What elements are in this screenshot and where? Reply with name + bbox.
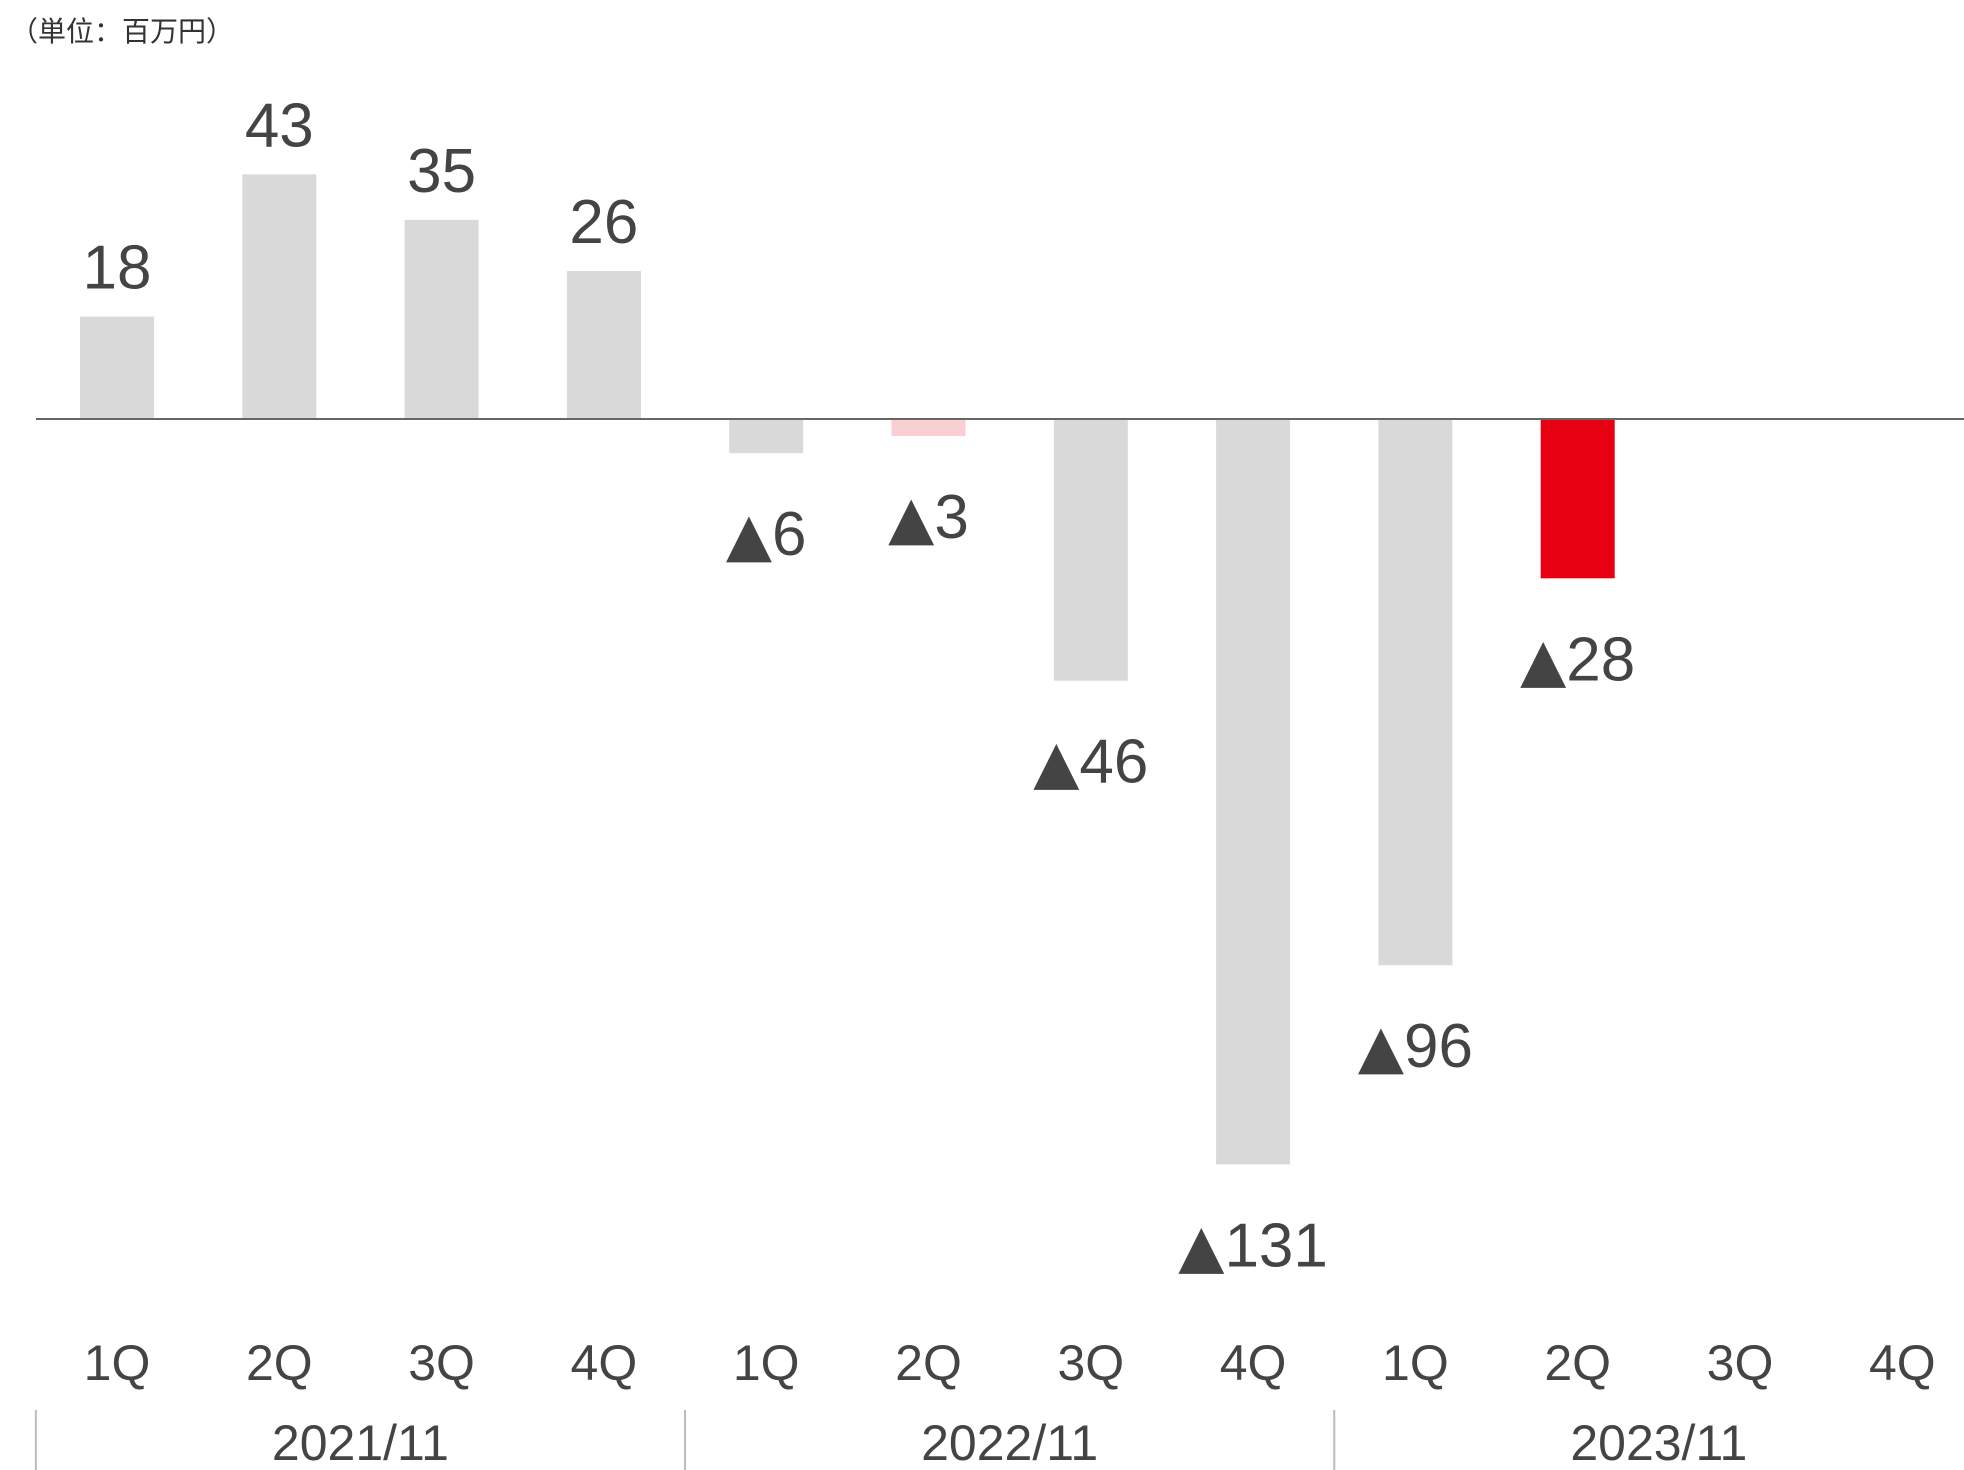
- bar-6: [891, 419, 966, 437]
- x-tick-label-5: 1Q: [733, 1335, 800, 1391]
- data-label-8: ▲131: [1178, 1211, 1328, 1281]
- data-label-2: 43: [245, 91, 314, 160]
- x-tick-label-6: 2Q: [895, 1335, 962, 1391]
- x-tick-label-7: 3Q: [1057, 1335, 1124, 1391]
- bar-7: [1053, 419, 1128, 681]
- bar-3: [404, 219, 479, 419]
- x-tick-label-8: 4Q: [1220, 1335, 1287, 1391]
- bar-1: [80, 316, 154, 419]
- x-tick-label-9: 1Q: [1382, 1335, 1449, 1391]
- x-tick-label-10: 2Q: [1544, 1335, 1611, 1391]
- data-label-10: ▲28: [1520, 625, 1635, 695]
- bar-10: [1540, 419, 1615, 579]
- group-label-3: 2023/11: [1570, 1415, 1747, 1470]
- data-labels-group: 18 43 35 26 ▲6 ▲3 ▲46 ▲131 ▲96 ▲28: [83, 91, 1636, 1281]
- x-tick-label-3: 3Q: [408, 1335, 475, 1391]
- unit-label: （単位：百万円）: [10, 15, 235, 48]
- data-label-6: ▲3: [888, 483, 969, 553]
- data-label-3: 35: [407, 137, 476, 206]
- x-tick-label-4: 4Q: [571, 1335, 638, 1391]
- data-label-4: 26: [569, 188, 638, 257]
- x-tick-label-2: 2Q: [246, 1335, 313, 1391]
- x-tick-label-11: 3Q: [1707, 1335, 1774, 1391]
- data-label-1: 18: [83, 234, 152, 303]
- x-tick-label-12: 4Q: [1869, 1335, 1936, 1391]
- bar-5: [729, 419, 804, 454]
- x-tick-label-1: 1Q: [84, 1335, 151, 1391]
- bar-8: [1216, 419, 1291, 1165]
- data-label-9: ▲96: [1358, 1012, 1473, 1082]
- data-label-5: ▲6: [726, 500, 807, 570]
- group-label-1: 2021/11: [272, 1415, 449, 1470]
- data-label-7: ▲46: [1033, 728, 1148, 798]
- bar-2: [242, 174, 317, 419]
- bar-4: [566, 271, 641, 419]
- group-label-2: 2022/11: [921, 1415, 1098, 1470]
- bars-group: [80, 174, 1615, 1165]
- bar-9: [1378, 419, 1453, 966]
- x-axis: 1Q 2Q 3Q 4Q 1Q 2Q 3Q 4Q 1Q 2Q 3Q 4Q 2021/11 2022/11 20…: [34, 1335, 1936, 1470]
